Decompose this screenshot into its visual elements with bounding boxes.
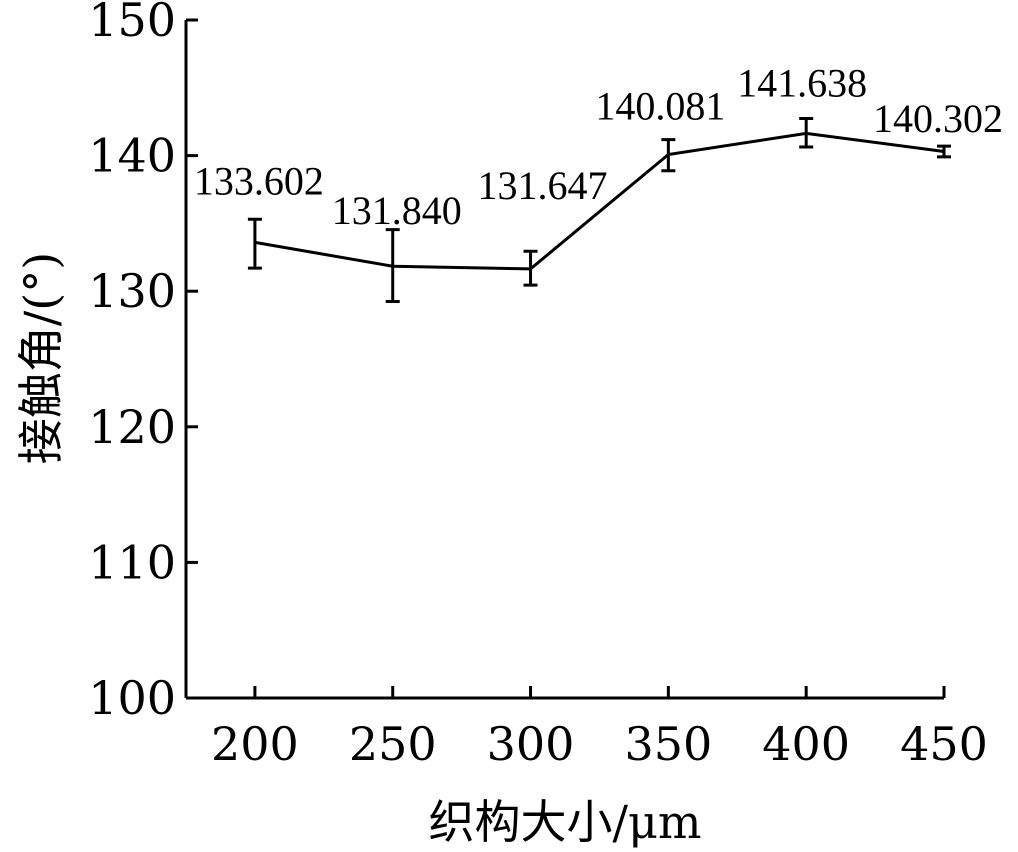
data-label: 140.081 <box>595 84 725 129</box>
y-tick-label: 140 <box>88 129 176 183</box>
x-tick-label: 450 <box>900 717 988 771</box>
x-tick-label: 250 <box>349 717 437 771</box>
y-tick-label: 100 <box>88 671 176 725</box>
y-tick-label: 130 <box>88 264 176 318</box>
data-label: 141.638 <box>737 60 867 105</box>
error-bar <box>937 144 951 159</box>
data-label: 140.302 <box>873 96 1003 141</box>
y-tick-label: 120 <box>88 400 176 454</box>
plot-area: 100 110 120 130 140 150 200 250 300 350 400 450 133.… <box>88 0 1003 771</box>
series-line <box>254 131 945 271</box>
y-tick-label: 110 <box>88 535 176 589</box>
data-label: 131.647 <box>478 163 608 208</box>
error-bar <box>799 116 814 149</box>
y-axis-title: 接触角/(°) <box>14 252 68 464</box>
y-tick-label: 150 <box>88 0 176 47</box>
x-axis-title: 织构大小/μm <box>428 795 701 849</box>
x-tick-label: 200 <box>211 717 299 771</box>
error-bar <box>523 249 538 287</box>
error-bar <box>385 228 400 304</box>
data-label: 131.840 <box>332 188 462 233</box>
error-bar <box>661 138 676 173</box>
error-bar <box>247 217 262 270</box>
x-tick-label: 400 <box>762 717 850 771</box>
data-label: 133.602 <box>194 158 324 203</box>
x-tick-label: 300 <box>487 717 575 771</box>
x-tick-label: 350 <box>624 717 712 771</box>
